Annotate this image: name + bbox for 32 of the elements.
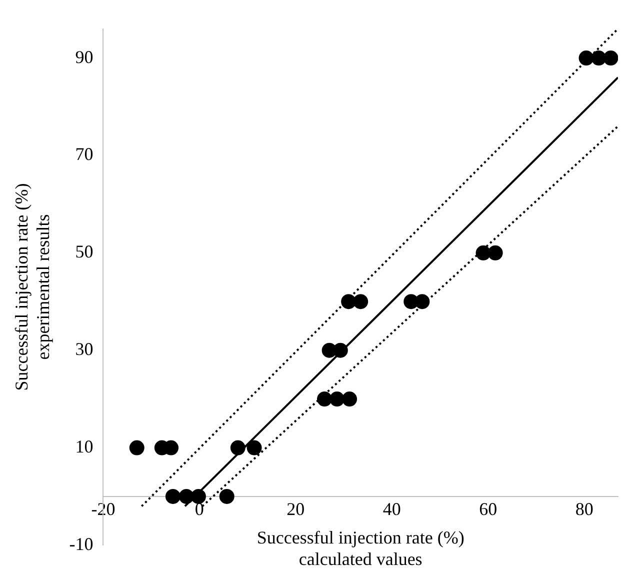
point	[578, 50, 594, 66]
point	[165, 488, 180, 504]
point	[332, 342, 348, 358]
x-tick-label: 20	[286, 499, 305, 520]
x-tick-label: 80	[575, 499, 594, 520]
point	[414, 294, 430, 310]
y-tick-label: 50	[75, 242, 94, 262]
point	[190, 488, 206, 504]
x-tick-label: 60	[479, 499, 498, 520]
point	[591, 50, 606, 66]
point	[476, 245, 491, 260]
point	[353, 294, 368, 310]
point	[603, 50, 618, 66]
point	[330, 392, 345, 407]
y-tick-label: -10	[69, 534, 94, 554]
point	[230, 440, 246, 456]
x-tick-label: 0	[194, 499, 204, 520]
y-tick-label: 90	[75, 46, 94, 67]
y-tick-label: 30	[75, 339, 94, 360]
x-axis-title: Successful injection rate (%) calculated values	[256, 528, 464, 570]
point	[129, 440, 144, 456]
x-tick-label: 40	[382, 499, 401, 520]
point	[246, 440, 262, 456]
point	[219, 488, 234, 504]
point	[178, 488, 194, 504]
point	[317, 392, 332, 407]
y-tick-label: 70	[75, 144, 94, 164]
y-axis-title: Successful injection rate (%) experimental results	[12, 183, 54, 391]
point	[342, 392, 358, 407]
point	[341, 294, 356, 310]
y-tick-label: 10	[75, 436, 94, 456]
point	[488, 245, 503, 260]
